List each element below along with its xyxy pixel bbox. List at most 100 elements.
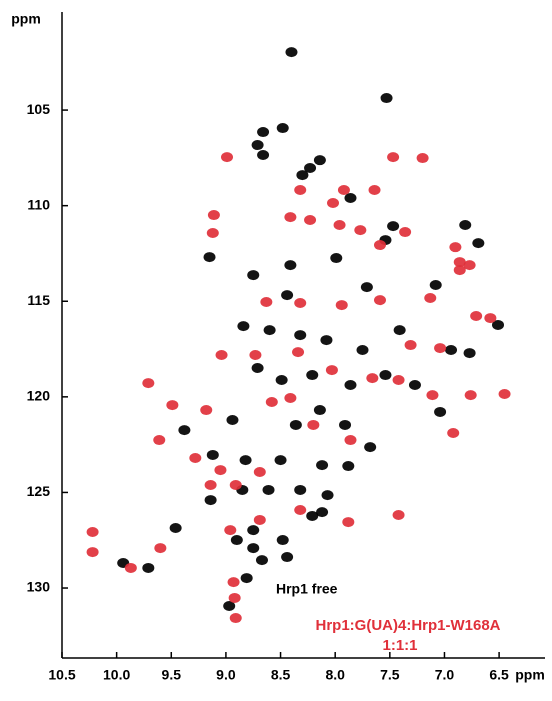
peak [154,543,167,554]
peak [434,343,447,354]
peak [416,153,429,164]
peak [265,397,278,408]
peak [228,592,241,603]
peak [327,197,340,208]
peak [379,370,392,381]
peak [294,330,307,341]
peak [316,507,329,518]
peak [247,525,260,536]
peak [230,535,243,546]
peak [169,522,182,533]
peak [313,405,326,416]
peak [294,484,307,495]
y-tick-label: 125 [27,483,51,499]
peak [253,466,266,477]
peak [484,313,497,324]
x-tick-label: 7.5 [380,667,400,683]
peak [253,514,266,525]
peak [276,535,289,546]
peak [393,325,406,336]
peak [354,225,367,236]
peak [285,47,298,58]
peak [251,140,264,151]
peak [459,219,472,230]
peak [263,325,276,336]
peak [142,378,155,389]
peak [284,260,297,271]
peak [289,419,302,430]
y-tick-label: 110 [27,196,50,212]
peak [426,390,439,401]
peak [200,405,213,416]
peak [284,392,297,403]
peak [204,479,217,490]
peak [453,257,466,268]
peak [240,573,253,584]
peak [492,319,505,330]
peak [330,253,343,264]
peak [207,210,220,221]
x-tick-label: 7.0 [435,667,455,683]
peak [257,150,270,161]
peak [223,600,236,611]
peak [463,348,476,359]
peak [342,517,355,528]
peak [321,490,334,501]
peak [178,425,191,436]
peak [229,479,242,490]
y-tick-label: 115 [27,292,50,308]
peak [392,375,405,386]
peak [335,300,348,311]
x-axis-title: ppm [515,667,545,683]
peak [333,219,346,230]
peak [294,297,307,308]
x-tick-label: 10.5 [48,667,75,683]
peak [257,127,270,138]
peak [337,184,350,195]
peak [281,552,294,563]
peak [124,562,137,573]
peak [249,349,262,360]
peak [206,449,219,460]
peak [226,414,239,425]
peak [387,221,400,232]
peak [313,155,326,166]
peak [86,527,99,538]
x-tick-label: 9.0 [216,667,236,683]
peak [325,365,338,376]
peak [239,455,252,466]
peak [387,152,400,163]
peak [166,400,179,411]
peak [453,265,466,276]
peak [498,388,511,399]
peak [247,270,260,281]
peak [339,419,352,430]
peak [344,379,357,390]
peak [275,375,288,386]
peak [189,453,202,464]
x-tick-label: 8.5 [271,667,291,683]
peak [296,170,309,181]
x-tick-label: 10.0 [103,667,130,683]
peak [276,123,289,134]
peak [429,280,442,291]
x-tick-label: 6.5 [489,667,509,683]
x-tick-label: 8.0 [325,667,345,683]
peak [368,184,381,195]
peak [304,163,317,174]
peak [227,577,240,588]
peak [404,340,417,351]
peak [445,345,458,356]
peak [221,152,234,163]
x-tick-label: 9.5 [162,667,182,683]
y-tick-label: 105 [27,101,51,117]
peak [86,547,99,558]
peak [364,442,377,453]
peak [204,495,217,506]
peak [470,310,483,321]
peak [320,335,333,346]
peak [463,260,476,271]
peak [316,460,329,471]
peak [344,193,357,204]
peak [294,184,307,195]
